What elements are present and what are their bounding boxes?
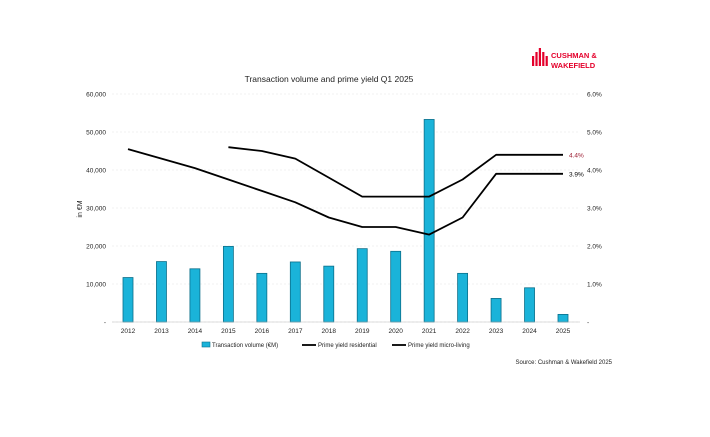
y2-tick-label: 1.0% (587, 282, 602, 289)
data-label: 4.4% (569, 152, 584, 159)
x-tick-label: 2015 (221, 328, 236, 335)
x-tick-label: 2025 (556, 328, 571, 335)
logo-bar (535, 52, 538, 66)
y-axis-left: - 10,000 20,000 30,000 40,000 50,000 60,000 (86, 92, 106, 327)
x-tick-label: 2022 (455, 328, 470, 335)
y-tick-label: 10,000 (86, 282, 106, 289)
data-label: 3.9% (569, 171, 584, 178)
y2-tick-label: 3.0% (587, 206, 602, 213)
logo-mark-icon (532, 48, 548, 66)
brand-logo: CUSHMAN & WAKEFIELD (532, 48, 597, 70)
logo-bar (538, 48, 541, 66)
legend-swatch-bar (201, 341, 211, 348)
bar-transaction-volume (423, 119, 435, 323)
y2-tick-label: 5.0% (587, 130, 602, 137)
bar-transaction-volume (323, 265, 335, 323)
annotations: 4.4% 3.9% (569, 152, 584, 178)
bar-transaction-volume (222, 245, 234, 323)
x-tick-label: 2014 (188, 328, 203, 335)
bar-transaction-volume (122, 277, 134, 323)
line-prime-yield-micro-living (127, 148, 563, 236)
x-tick-label: 2017 (288, 328, 303, 335)
x-tick-label: 2016 (255, 328, 270, 335)
chart-title: Transaction volume and prime yield Q1 20… (245, 74, 414, 84)
y2-tick-label: 6.0% (587, 92, 602, 99)
line-prime-yield-residential (228, 146, 563, 198)
logo-bar (532, 56, 535, 66)
y-axis-right: - 1.0% 2.0% 3.0% 4.0% 5.0% 6.0% (587, 92, 602, 327)
bar-transaction-volume (457, 272, 469, 323)
bar-transaction-volume (289, 261, 301, 323)
x-tick-label: 2024 (522, 328, 537, 335)
bar-transaction-volume (356, 248, 368, 323)
x-tick-label: 2019 (355, 328, 370, 335)
line-series (127, 146, 563, 236)
legend: Transaction volume (€M) Prime yield resid… (201, 341, 470, 349)
y-axis-label: in €M (77, 200, 84, 217)
y-tick-label: 50,000 (86, 130, 106, 137)
y-tick-label: - (104, 320, 106, 327)
y-tick-label: 20,000 (86, 244, 106, 251)
y-tick-label: 30,000 (86, 206, 106, 213)
bar-transaction-volume (189, 268, 201, 323)
bar-transaction-volume (256, 272, 268, 323)
gridlines (112, 93, 580, 323)
x-tick-label: 2018 (322, 328, 337, 335)
y-tick-label: 40,000 (86, 168, 106, 175)
legend-label: Transaction volume (€M) (212, 343, 278, 349)
logo-line1: CUSHMAN & (551, 51, 597, 60)
bar-transaction-volume (557, 313, 569, 323)
logo-bar (542, 52, 545, 66)
bar-transaction-volume (490, 298, 502, 323)
x-tick-label: 2021 (422, 328, 437, 335)
y2-tick-label: 4.0% (587, 168, 602, 175)
bar-transaction-volume (524, 287, 535, 323)
x-tick-label: 2020 (388, 328, 403, 335)
logo-bar (545, 56, 548, 66)
bar-series (122, 119, 569, 323)
bar-transaction-volume (156, 261, 167, 323)
y2-tick-label: - (587, 320, 589, 327)
source-note: Source: Cushman & Wakefield 2025 (516, 360, 613, 366)
legend-label: Prime yield micro-living (408, 343, 470, 349)
x-tick-label: 2013 (154, 328, 169, 335)
legend-label: Prime yield residential (318, 343, 377, 349)
bar-transaction-volume (390, 250, 402, 323)
logo-line2: WAKEFIELD (551, 61, 596, 70)
x-tick-label: 2012 (121, 328, 136, 335)
y2-tick-label: 2.0% (587, 244, 602, 251)
x-tick-label: 2023 (489, 328, 504, 335)
y-tick-label: 60,000 (86, 92, 106, 99)
x-axis: 2012 2013 2014 2015 2016 2017 2018 2019 2020 2021… (112, 321, 580, 335)
